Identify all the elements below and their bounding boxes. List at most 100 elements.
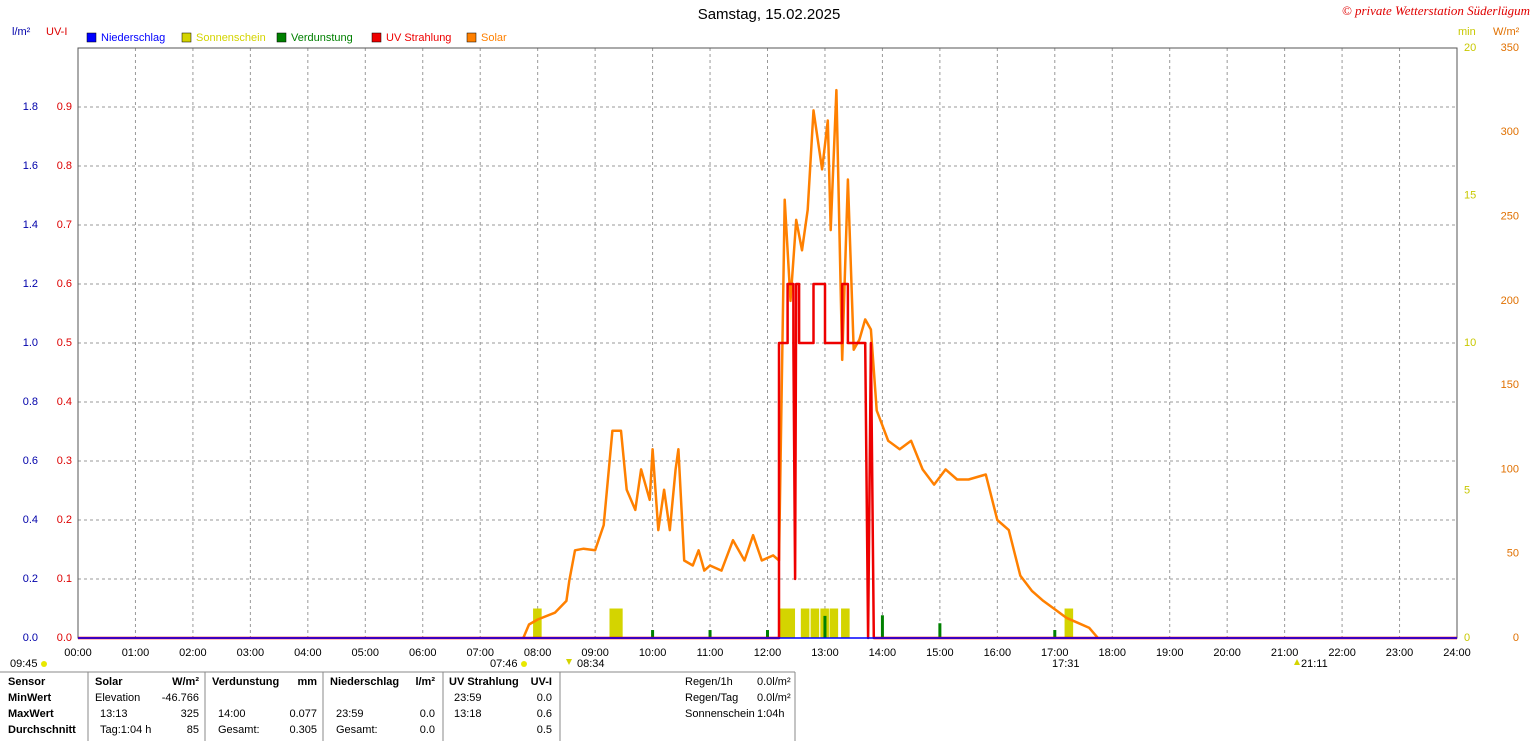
y4-tick-label: 250 xyxy=(1501,210,1519,222)
table-cell: 0.0l/m² xyxy=(757,692,791,704)
y-tick-label: 1.4 xyxy=(23,219,38,231)
x-tick-label: 07:00 xyxy=(466,647,494,659)
line xyxy=(522,88,1099,639)
time-marker: 17:31 xyxy=(1052,658,1080,670)
y3-tick-label: 20 xyxy=(1464,42,1476,54)
table-header: Niederschlag xyxy=(330,676,399,688)
y2-tick-label: 0.1 xyxy=(57,573,72,585)
table-cell: 0.6 xyxy=(537,708,552,720)
table-cell: Tag:1:04 h xyxy=(100,724,151,736)
time-marker: 07:46 xyxy=(490,658,518,670)
y2-tick-label: 0.3 xyxy=(57,455,72,467)
table-cell: 0.5 xyxy=(537,724,552,736)
table-cell: 14:00 xyxy=(218,708,246,720)
x-tick-label: 04:00 xyxy=(294,647,322,659)
x-tick-label: 01:00 xyxy=(122,647,150,659)
table-header: UV Strahlung xyxy=(449,676,519,688)
bar xyxy=(823,615,827,638)
line xyxy=(78,282,1457,640)
y2-tick-label: 0.7 xyxy=(57,219,72,231)
y2-tick-label: 0.4 xyxy=(57,396,72,408)
legend-label: Sonnenschein xyxy=(196,32,266,44)
legend-label: Solar xyxy=(481,32,507,44)
x-tick-label: 12:00 xyxy=(754,647,782,659)
x-tick-label: 02:00 xyxy=(179,647,207,659)
x-tick-label: 17:00 xyxy=(1041,647,1069,659)
table-header: UV-I xyxy=(531,676,552,688)
marker-arrow xyxy=(566,659,572,665)
table-cell: 23:59 xyxy=(454,692,482,704)
y-tick-label: 1.8 xyxy=(23,101,38,113)
legend-swatch xyxy=(371,32,382,43)
bar xyxy=(708,630,712,638)
y-tick-label: 1.0 xyxy=(23,337,38,349)
table-cell: 0.0 xyxy=(420,708,435,720)
table-cell: MaxWert xyxy=(8,708,54,720)
x-tick-label: 10:00 xyxy=(639,647,667,659)
marker-dot xyxy=(521,661,527,667)
y4-tick-label: 350 xyxy=(1501,42,1519,54)
y4-tick-label: 200 xyxy=(1501,295,1519,307)
y4-tick-label: 0 xyxy=(1513,632,1519,644)
x-tick-label: 03:00 xyxy=(237,647,265,659)
y4-tick-label: 100 xyxy=(1501,463,1519,475)
y2-tick-label: 0.5 xyxy=(57,337,72,349)
x-tick-label: 19:00 xyxy=(1156,647,1184,659)
table-header: l/m² xyxy=(415,676,435,688)
bar xyxy=(810,608,820,638)
x-tick-label: 22:00 xyxy=(1328,647,1356,659)
x-tick-label: 14:00 xyxy=(869,647,897,659)
legend-swatch xyxy=(86,32,97,43)
table-cell: 13:13 xyxy=(100,708,128,720)
y4-tick-label: 50 xyxy=(1507,548,1519,560)
table-cell: MinWert xyxy=(8,692,52,704)
bar xyxy=(778,608,788,638)
table-cell: 85 xyxy=(187,724,199,736)
x-tick-label: 21:00 xyxy=(1271,647,1299,659)
table-header: Regen/1h xyxy=(685,676,733,688)
legend-label: Verdunstung xyxy=(291,32,353,44)
y-tick-label: 0.4 xyxy=(23,514,38,526)
table-header: Solar xyxy=(95,676,123,688)
table-header: Verdunstung xyxy=(212,676,279,688)
x-tick-label: 13:00 xyxy=(811,647,839,659)
table-cell: -46.766 xyxy=(162,692,199,704)
y2-tick-label: 0.8 xyxy=(57,160,72,172)
y3-tick-label: 5 xyxy=(1464,484,1470,496)
table-cell: Elevation xyxy=(95,692,140,704)
table-cell: 0.077 xyxy=(289,708,317,720)
bar xyxy=(841,608,850,638)
table-header: Sensor xyxy=(8,676,46,688)
bar xyxy=(1064,608,1074,638)
y4-tick-label: 150 xyxy=(1501,379,1519,391)
legend-label: Niederschlag xyxy=(101,32,165,44)
axis-label: l/m² xyxy=(12,26,31,38)
table-cell: Durchschnitt xyxy=(8,724,76,736)
marker-dot xyxy=(41,661,47,667)
legend-label: UV Strahlung xyxy=(386,32,451,44)
y-tick-label: 0.0 xyxy=(23,632,38,644)
x-tick-label: 06:00 xyxy=(409,647,437,659)
table-header: W/m² xyxy=(172,676,199,688)
y3-tick-label: 0 xyxy=(1464,632,1470,644)
x-tick-label: 08:00 xyxy=(524,647,552,659)
table-header: mm xyxy=(297,676,317,688)
table-cell: 23:59 xyxy=(336,708,364,720)
x-tick-label: 16:00 xyxy=(984,647,1012,659)
bar xyxy=(800,608,810,638)
table-frame xyxy=(0,671,796,741)
y2-tick-label: 0.9 xyxy=(57,101,72,113)
y4-tick-label: 300 xyxy=(1501,126,1519,138)
table-cell: Regen/Tag xyxy=(685,692,738,704)
time-marker: 21:11 xyxy=(1301,658,1328,670)
bar xyxy=(533,608,542,638)
chart-title: Samstag, 15.02.2025 xyxy=(698,6,841,23)
y2-tick-label: 0.0 xyxy=(57,632,72,644)
credit: © private Wetterstation Süderlügum xyxy=(1342,3,1530,18)
x-tick-label: 20:00 xyxy=(1213,647,1241,659)
axis-label: W/m² xyxy=(1493,26,1520,38)
table-cell: 0.0 xyxy=(537,692,552,704)
y3-tick-label: 15 xyxy=(1464,189,1476,201)
x-tick-label: 18:00 xyxy=(1098,647,1126,659)
